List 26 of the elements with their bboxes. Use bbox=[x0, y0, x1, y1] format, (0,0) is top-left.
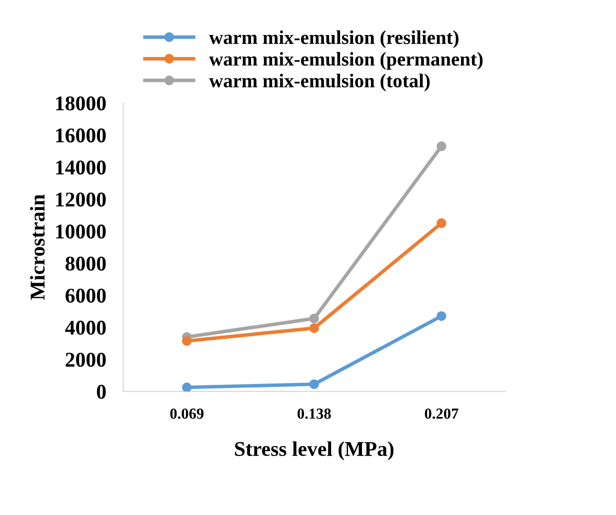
y-tick-label: 8000 bbox=[66, 256, 106, 271]
point bbox=[309, 314, 320, 324]
y-tick-label: 4000 bbox=[65, 320, 106, 335]
y-tick-label: 12000 bbox=[56, 192, 106, 207]
point bbox=[309, 379, 320, 390]
point bbox=[436, 218, 446, 228]
legend-label: warm mix-emulsion (resilient) bbox=[209, 30, 458, 48]
y-tick-label: 10000 bbox=[56, 224, 106, 239]
point bbox=[182, 382, 192, 392]
y-tick-label: 2000 bbox=[66, 352, 106, 367]
point bbox=[309, 323, 320, 333]
legend-label: warm mix-emulsion (total) bbox=[209, 74, 430, 92]
y-tick-label: 0 bbox=[96, 384, 106, 399]
y-tick-label: 14000 bbox=[56, 160, 106, 175]
x-tick-label: 0.069 bbox=[170, 408, 204, 419]
y-tick-label: 18000 bbox=[56, 96, 106, 110]
point bbox=[436, 141, 446, 152]
x-tick-label: 0.138 bbox=[298, 408, 331, 419]
x-axis-title: Stress level (MPa) bbox=[235, 441, 394, 460]
y-axis-title: Microstrain bbox=[30, 194, 45, 300]
point bbox=[436, 311, 446, 321]
x-tick-label: 0.207 bbox=[424, 408, 458, 419]
legend-label: warm mix-emulsion (permanent) bbox=[209, 52, 483, 70]
y-tick-label: 16000 bbox=[56, 128, 106, 142]
point bbox=[182, 336, 192, 346]
y-tick-label: 6000 bbox=[66, 288, 106, 303]
